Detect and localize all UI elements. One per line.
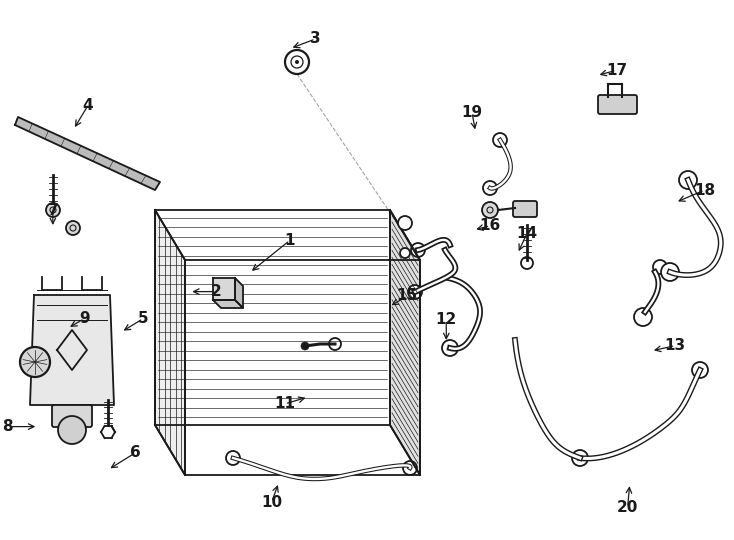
Text: 3: 3 xyxy=(310,31,321,46)
Circle shape xyxy=(403,461,417,475)
Text: 1: 1 xyxy=(285,233,295,248)
Circle shape xyxy=(679,171,697,189)
Polygon shape xyxy=(213,300,243,308)
Text: 18: 18 xyxy=(694,183,715,198)
Circle shape xyxy=(226,451,240,465)
Circle shape xyxy=(483,181,497,195)
Polygon shape xyxy=(30,295,114,405)
Circle shape xyxy=(493,133,507,147)
Text: 8: 8 xyxy=(2,419,12,434)
Text: 15: 15 xyxy=(397,288,418,303)
FancyBboxPatch shape xyxy=(52,405,92,427)
Text: 11: 11 xyxy=(275,396,295,411)
Circle shape xyxy=(692,362,708,378)
Text: 5: 5 xyxy=(138,311,148,326)
Circle shape xyxy=(329,338,341,350)
Circle shape xyxy=(285,50,309,74)
Text: 14: 14 xyxy=(517,226,537,241)
Polygon shape xyxy=(213,278,235,300)
Circle shape xyxy=(411,243,425,257)
Circle shape xyxy=(653,260,667,274)
Text: 10: 10 xyxy=(261,495,282,510)
Circle shape xyxy=(400,248,410,258)
Circle shape xyxy=(46,203,60,217)
Polygon shape xyxy=(155,210,185,475)
Text: 12: 12 xyxy=(436,312,457,327)
Circle shape xyxy=(58,416,86,444)
Text: 17: 17 xyxy=(606,63,627,78)
Text: 4: 4 xyxy=(83,98,93,113)
Circle shape xyxy=(301,342,309,350)
Circle shape xyxy=(20,347,50,377)
FancyBboxPatch shape xyxy=(513,201,537,217)
Circle shape xyxy=(482,202,498,218)
Text: 2: 2 xyxy=(211,284,222,299)
Text: 20: 20 xyxy=(617,500,639,515)
Text: 13: 13 xyxy=(665,338,686,353)
FancyBboxPatch shape xyxy=(598,95,637,114)
Text: 19: 19 xyxy=(462,105,482,120)
Circle shape xyxy=(442,340,458,356)
Text: 7: 7 xyxy=(48,203,58,218)
Polygon shape xyxy=(235,278,243,308)
Polygon shape xyxy=(15,117,160,190)
Circle shape xyxy=(572,450,588,466)
Circle shape xyxy=(398,216,412,230)
Circle shape xyxy=(408,285,422,299)
Text: 16: 16 xyxy=(480,218,501,233)
Text: 6: 6 xyxy=(131,445,141,460)
Circle shape xyxy=(295,60,299,64)
Polygon shape xyxy=(390,210,420,475)
Circle shape xyxy=(634,308,652,326)
Circle shape xyxy=(661,263,679,281)
Text: 9: 9 xyxy=(79,311,90,326)
Circle shape xyxy=(66,221,80,235)
